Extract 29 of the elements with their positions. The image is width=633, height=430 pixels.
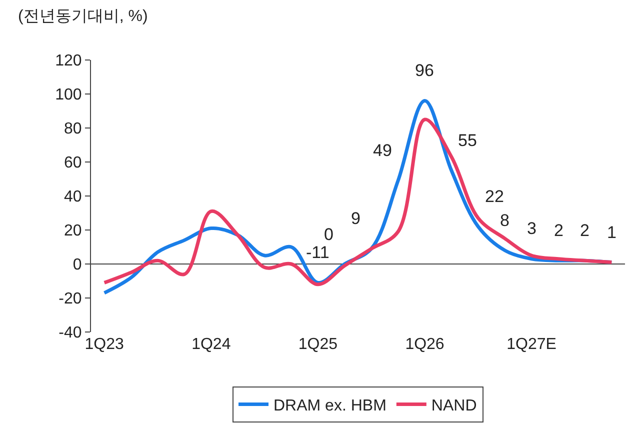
y-tick-label: 80 bbox=[64, 120, 82, 138]
x-tick-label: 1Q25 bbox=[298, 336, 338, 353]
x-tick-label: 1Q24 bbox=[192, 336, 231, 353]
x-tick-label: 1Q23 bbox=[84, 336, 124, 353]
data-label: -11 bbox=[306, 243, 330, 262]
y-tick-label: 60 bbox=[64, 154, 82, 172]
data-label: 22 bbox=[485, 187, 504, 206]
legend-label: DRAM ex. HBM bbox=[274, 398, 386, 415]
x-tick-label: 1Q26 bbox=[405, 336, 444, 353]
y-axis-title: (전년동기대비, %) bbox=[18, 8, 148, 25]
y-tick-label: 0 bbox=[72, 256, 82, 274]
data-label: 55 bbox=[458, 131, 477, 150]
y-tick-label: 100 bbox=[55, 86, 82, 104]
y-tick-label: -40 bbox=[58, 324, 82, 342]
data-label: 2 bbox=[580, 221, 590, 240]
data-label: 0 bbox=[324, 225, 334, 244]
data-label: 8 bbox=[500, 211, 510, 230]
y-tick-label: -20 bbox=[58, 290, 82, 308]
data-label: 1 bbox=[607, 223, 616, 242]
legend-label: NAND bbox=[431, 398, 477, 415]
data-label: 49 bbox=[373, 141, 392, 160]
y-tick-label: 20 bbox=[64, 222, 82, 240]
data-label: 9 bbox=[351, 209, 360, 228]
data-label: 2 bbox=[554, 221, 564, 240]
y-tick-label: 120 bbox=[55, 52, 82, 70]
data-label: 96 bbox=[415, 61, 434, 80]
y-tick-label: 40 bbox=[64, 188, 82, 206]
x-tick-label: 1Q27E bbox=[506, 336, 556, 353]
data-label: 3 bbox=[527, 219, 536, 238]
